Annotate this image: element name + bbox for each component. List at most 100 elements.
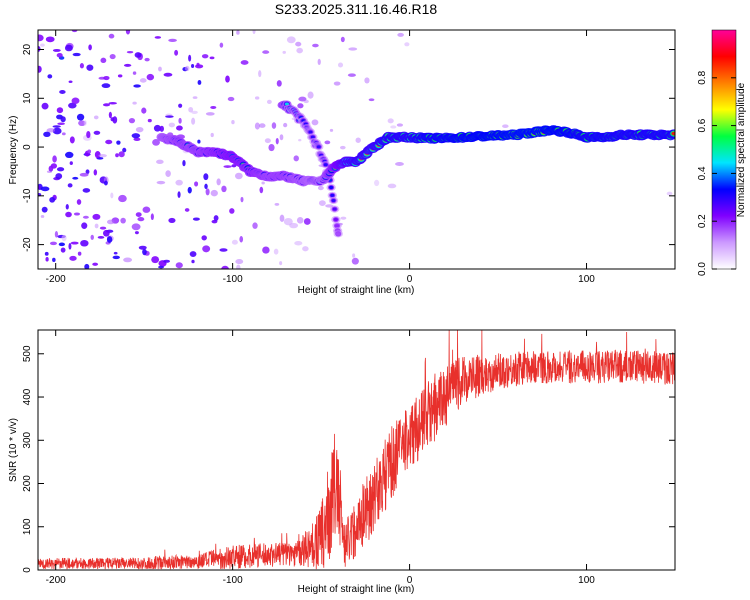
noise-speckle [86,64,94,71]
branch-trace-core [332,207,337,211]
branch-trace-core [333,217,338,222]
noise-speckle [68,80,73,83]
noise-speckle [202,245,211,253]
noise-speckle [87,149,92,154]
noise-speckle [152,139,160,146]
noise-speckle [38,185,41,190]
noise-speckle [131,133,141,139]
noise-speckle [262,50,270,54]
noise-speckle [264,138,271,144]
noise-speckle [84,263,90,269]
noise-speckle [174,49,179,56]
noise-speckle [132,71,137,75]
noise-speckle [240,60,249,65]
noise-speckle [293,155,299,162]
noise-speckle [38,65,42,73]
noise-speckle [163,259,170,263]
noise-speckle [134,52,142,58]
noise-speckle [56,53,63,58]
noise-speckle [318,200,326,207]
noise-speckle [197,79,202,85]
noise-speckle [112,255,120,260]
noise-speckle [134,231,139,235]
noise-speckle [294,240,303,246]
noise-speckle [298,138,302,142]
noise-speckle [65,211,72,218]
noise-speckle [101,83,111,89]
noise-speckle [258,123,266,128]
noise-speckle [86,130,91,139]
noise-speckle [94,223,99,229]
noise-speckle [279,134,284,141]
snr-x-label: Height of straight line (km) [298,584,415,595]
snr-y-tick-label: 0 [22,567,33,573]
figure-title: S233.2025.311.16.46.R18 [275,1,438,17]
snr-panel: -200 -100 0 100 0 100 200 300 400 500 Height of … [8,329,676,595]
noise-speckle [56,107,64,114]
noise-speckle [227,96,235,102]
noise-speckle [231,164,237,168]
noise-speckle [176,125,183,131]
spectrogram-x-tick-label: 100 [578,274,595,285]
noise-speckle [49,196,56,203]
spectrogram-y-ticks: -20 -10 0 10 20 [22,44,675,252]
noise-speckle [271,122,277,129]
noise-speckle [99,226,107,230]
noise-speckle [229,208,235,214]
branch-trace-core [323,163,328,167]
noise-speckle [210,132,214,138]
snr-y-ticks: 0 100 200 300 400 500 [22,345,675,573]
noise-speckle [133,84,141,88]
branch-trace-core [316,145,321,149]
noise-speckle [204,183,208,190]
noise-speckle [153,124,161,132]
noise-speckle [154,36,162,39]
noise-speckle [147,118,152,123]
noise-speckle [123,257,133,263]
noise-speckle [92,262,99,266]
noise-speckle [133,137,141,141]
noise-speckle [60,247,66,253]
noise-speckle [258,70,262,78]
noise-speckle [40,214,45,218]
noise-speckle [108,33,115,39]
noise-speckle [231,239,238,245]
noise-speckle [201,54,209,59]
noise-speckle [302,246,309,252]
spectrogram-x-tick-label: -100 [223,274,243,285]
noise-speckle [103,229,110,237]
noise-speckle [221,185,227,193]
noise-speckle [118,194,127,203]
colorbar-frame [711,29,737,270]
noise-speckle [49,241,58,246]
noise-speckle [175,262,183,269]
noise-speckle [59,90,66,94]
noise-speckle [184,65,190,72]
noise-speckle [273,248,279,255]
colorbar-tick-label: 0.0 [697,262,708,276]
noise-speckle [94,151,101,159]
noise-speckle [100,57,107,63]
noise-speckle [159,125,164,132]
noise-speckle [175,179,183,186]
noise-speckle [178,103,183,108]
noise-speckle [219,248,228,252]
noise-speckle [45,36,55,43]
noise-speckle [123,63,132,67]
colorbar-gradient [712,30,736,269]
noise-speckle [210,189,218,197]
noise-speckle [274,203,280,206]
noise-speckle [109,53,116,60]
snr-y-tick-label: 200 [22,475,33,492]
noise-speckle [252,222,258,229]
noise-speckle [387,183,397,189]
noise-speckle [120,217,126,224]
spectrogram-x-ticks: -200 -100 0 100 [46,30,595,285]
colorbar: 0.0 0.2 0.4 0.6 0.8 Normalized spectral ampl… [697,29,747,276]
noise-speckle [337,62,344,68]
noise-speckle [390,125,397,129]
noise-speckle [340,36,345,43]
noise-speckle [297,103,304,109]
spectrogram-y-tick-label: 20 [22,44,33,56]
